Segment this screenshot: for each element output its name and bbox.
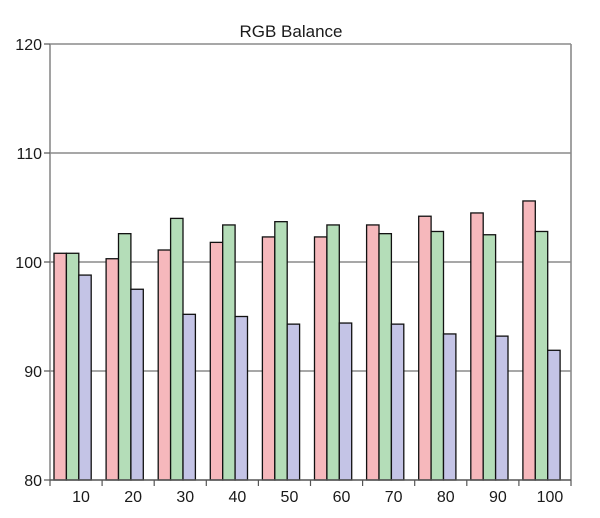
bar-blue-100 [547, 349, 561, 481]
y-tick-label: 80 [24, 473, 42, 490]
bar-blue-60 [338, 322, 353, 481]
bar-blue-90 [494, 335, 509, 481]
x-tick-label: 70 [385, 489, 403, 506]
y-axis-ticks: 80 90 100 110 120 [15, 37, 50, 490]
bar-red-10 [53, 252, 68, 481]
bar-blue-20 [130, 288, 144, 481]
x-tick-label: 60 [333, 489, 351, 506]
bar-red-80 [418, 215, 432, 481]
x-tick-label: 30 [176, 489, 194, 506]
bar-green-70 [378, 233, 393, 481]
bar-green-20 [117, 233, 132, 481]
x-tick-label: 40 [228, 489, 246, 506]
x-tick-label: 10 [72, 489, 90, 506]
bar-red-30 [157, 249, 172, 481]
chart-title: RGB Balance [240, 22, 343, 41]
x-axis-ticks: 10 20 30 40 50 60 70 80 90 100 [49, 480, 572, 506]
y-tick-label: 100 [15, 255, 42, 272]
bar-blue-80 [442, 333, 457, 481]
bars [53, 200, 561, 481]
bar-blue-50 [286, 323, 301, 481]
x-tick-label: 50 [281, 489, 299, 506]
bar-blue-40 [234, 315, 249, 481]
bar-red-70 [365, 224, 380, 481]
bar-green-40 [222, 224, 236, 481]
bar-green-10 [65, 252, 80, 481]
bar-green-50 [274, 221, 288, 481]
bar-red-90 [470, 212, 484, 481]
bar-red-50 [261, 236, 276, 481]
bar-blue-30 [182, 313, 197, 481]
bar-green-90 [482, 234, 497, 481]
bar-blue-70 [390, 323, 405, 481]
y-tick-label: 110 [16, 146, 42, 163]
y-tick-label: 90 [24, 364, 42, 381]
bar-red-40 [209, 241, 224, 481]
bar-green-30 [169, 217, 184, 481]
x-tick-label: 80 [437, 489, 455, 506]
bar-red-60 [313, 236, 328, 481]
bar-green-60 [326, 224, 340, 481]
bar-blue-10 [78, 274, 92, 481]
bar-red-100 [522, 200, 536, 481]
x-tick-label: 90 [489, 489, 507, 506]
x-tick-label: 20 [124, 489, 142, 506]
bar-green-80 [430, 230, 445, 481]
bar-red-20 [105, 258, 120, 481]
x-tick-label: 100 [537, 489, 564, 506]
bar-green-100 [534, 230, 549, 481]
y-tick-label: 120 [15, 37, 42, 54]
